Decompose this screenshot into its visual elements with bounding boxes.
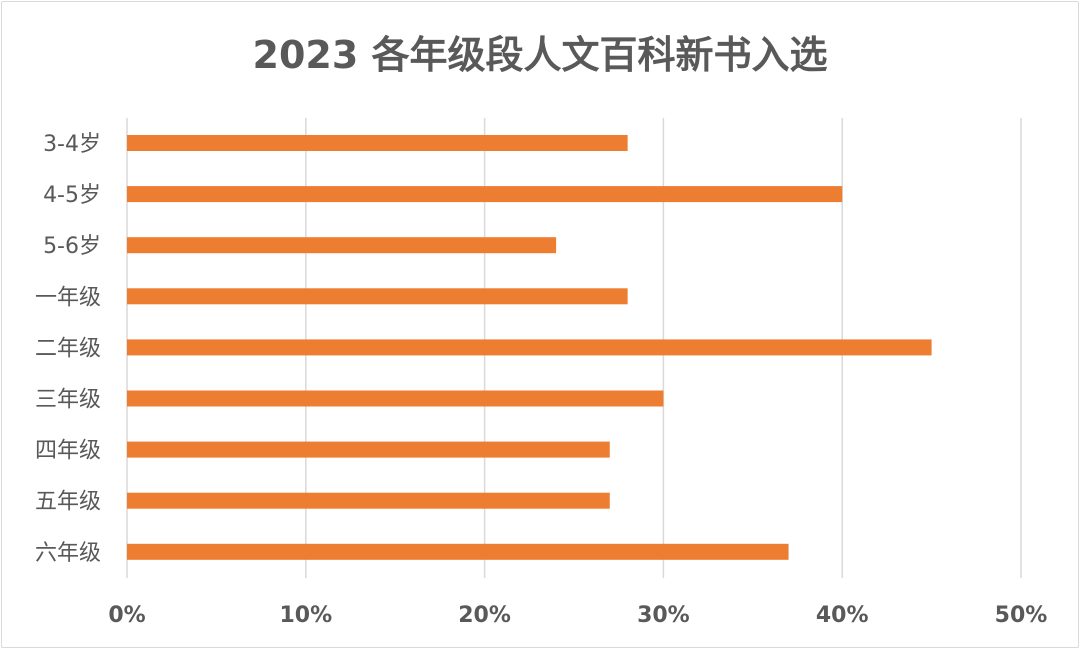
bar (127, 492, 610, 509)
x-tick-label: 0% (108, 603, 145, 628)
bar (127, 237, 557, 254)
bar (127, 441, 610, 458)
bars (127, 135, 932, 560)
category-label: 5-6岁 (43, 234, 101, 259)
category-label: 四年级 (35, 439, 101, 464)
category-label: 3-4岁 (43, 132, 101, 157)
bar (127, 339, 932, 356)
bar (127, 390, 664, 407)
category-label: 二年级 (35, 336, 101, 361)
category-label: 六年级 (35, 541, 101, 566)
x-tick-labels: 0% 10% 20% 30% 40% 50% (108, 603, 1047, 628)
bar (127, 288, 628, 305)
category-label: 4-5岁 (43, 183, 101, 208)
category-label: 五年级 (35, 490, 101, 515)
category-label: 三年级 (35, 388, 101, 413)
chart-title: 2023 各年级段人文百科新书入选 (252, 33, 828, 77)
x-tick-label: 20% (458, 603, 511, 628)
bar (127, 135, 628, 151)
x-tick-label: 10% (279, 603, 332, 628)
bar (127, 186, 843, 203)
bar (127, 543, 789, 560)
x-tick-label: 40% (816, 603, 869, 628)
x-tick-label: 30% (637, 603, 690, 628)
x-tick-label: 50% (995, 603, 1048, 628)
category-label: 一年级 (35, 285, 101, 310)
